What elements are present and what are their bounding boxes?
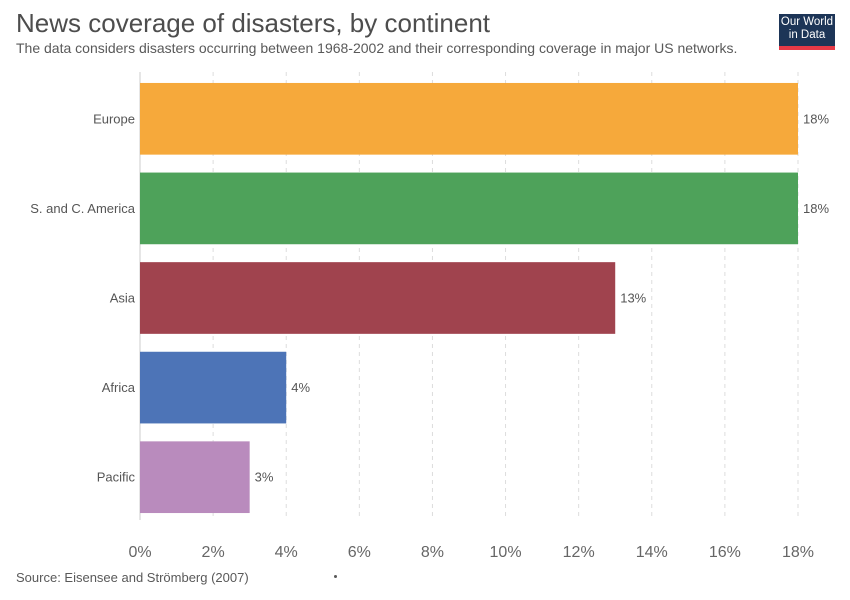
category-label: S. and C. America [30, 201, 136, 216]
x-tick-label: 0% [128, 544, 151, 561]
chart-title: News coverage of disasters, by continent [16, 8, 491, 38]
source-note[interactable]: Source: Eisensee and Strömberg (2007) [16, 570, 249, 585]
value-label: 18% [803, 111, 829, 126]
bar[interactable] [140, 172, 798, 245]
x-tick-label: 12% [563, 544, 595, 561]
value-label: 3% [255, 470, 274, 485]
category-label: Asia [110, 291, 136, 306]
x-tick-label: 16% [709, 544, 741, 561]
category-label: Africa [102, 380, 136, 395]
bar[interactable] [140, 441, 250, 514]
bar[interactable] [140, 351, 287, 424]
x-tick-label: 18% [782, 544, 814, 561]
value-label: 18% [803, 201, 829, 216]
x-tick-label: 10% [490, 544, 522, 561]
x-tick-label: 6% [348, 544, 371, 561]
bar[interactable] [140, 262, 616, 334]
footer-dot [334, 575, 337, 578]
owid-logo[interactable]: Our World in Data [779, 14, 835, 50]
logo-line-1: Our World [780, 16, 834, 28]
x-tick-label: 8% [421, 544, 444, 561]
category-label: Europe [93, 111, 135, 126]
logo-text: Our World in Data [779, 16, 835, 42]
x-tick-label: 4% [275, 544, 298, 561]
chart-subtitle: The data considers disasters occurring b… [16, 40, 738, 56]
logo-line-2: in Data [788, 29, 826, 41]
value-label: 4% [291, 380, 310, 395]
value-label: 13% [620, 291, 646, 306]
logo-accent-bar [779, 46, 835, 50]
category-label: Pacific [97, 470, 136, 485]
bar[interactable] [140, 82, 798, 155]
x-tick-label: 14% [636, 544, 668, 561]
x-tick-label: 2% [202, 544, 225, 561]
